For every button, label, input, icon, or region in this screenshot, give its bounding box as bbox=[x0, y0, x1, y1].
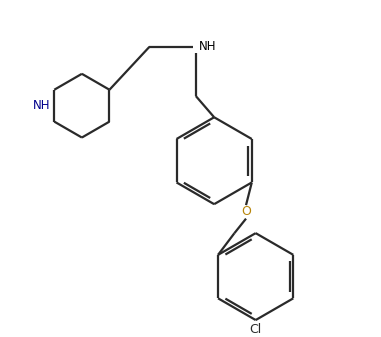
Text: NH: NH bbox=[33, 99, 50, 112]
Text: NH: NH bbox=[199, 40, 216, 53]
Text: O: O bbox=[241, 205, 251, 218]
Text: Cl: Cl bbox=[250, 323, 262, 336]
